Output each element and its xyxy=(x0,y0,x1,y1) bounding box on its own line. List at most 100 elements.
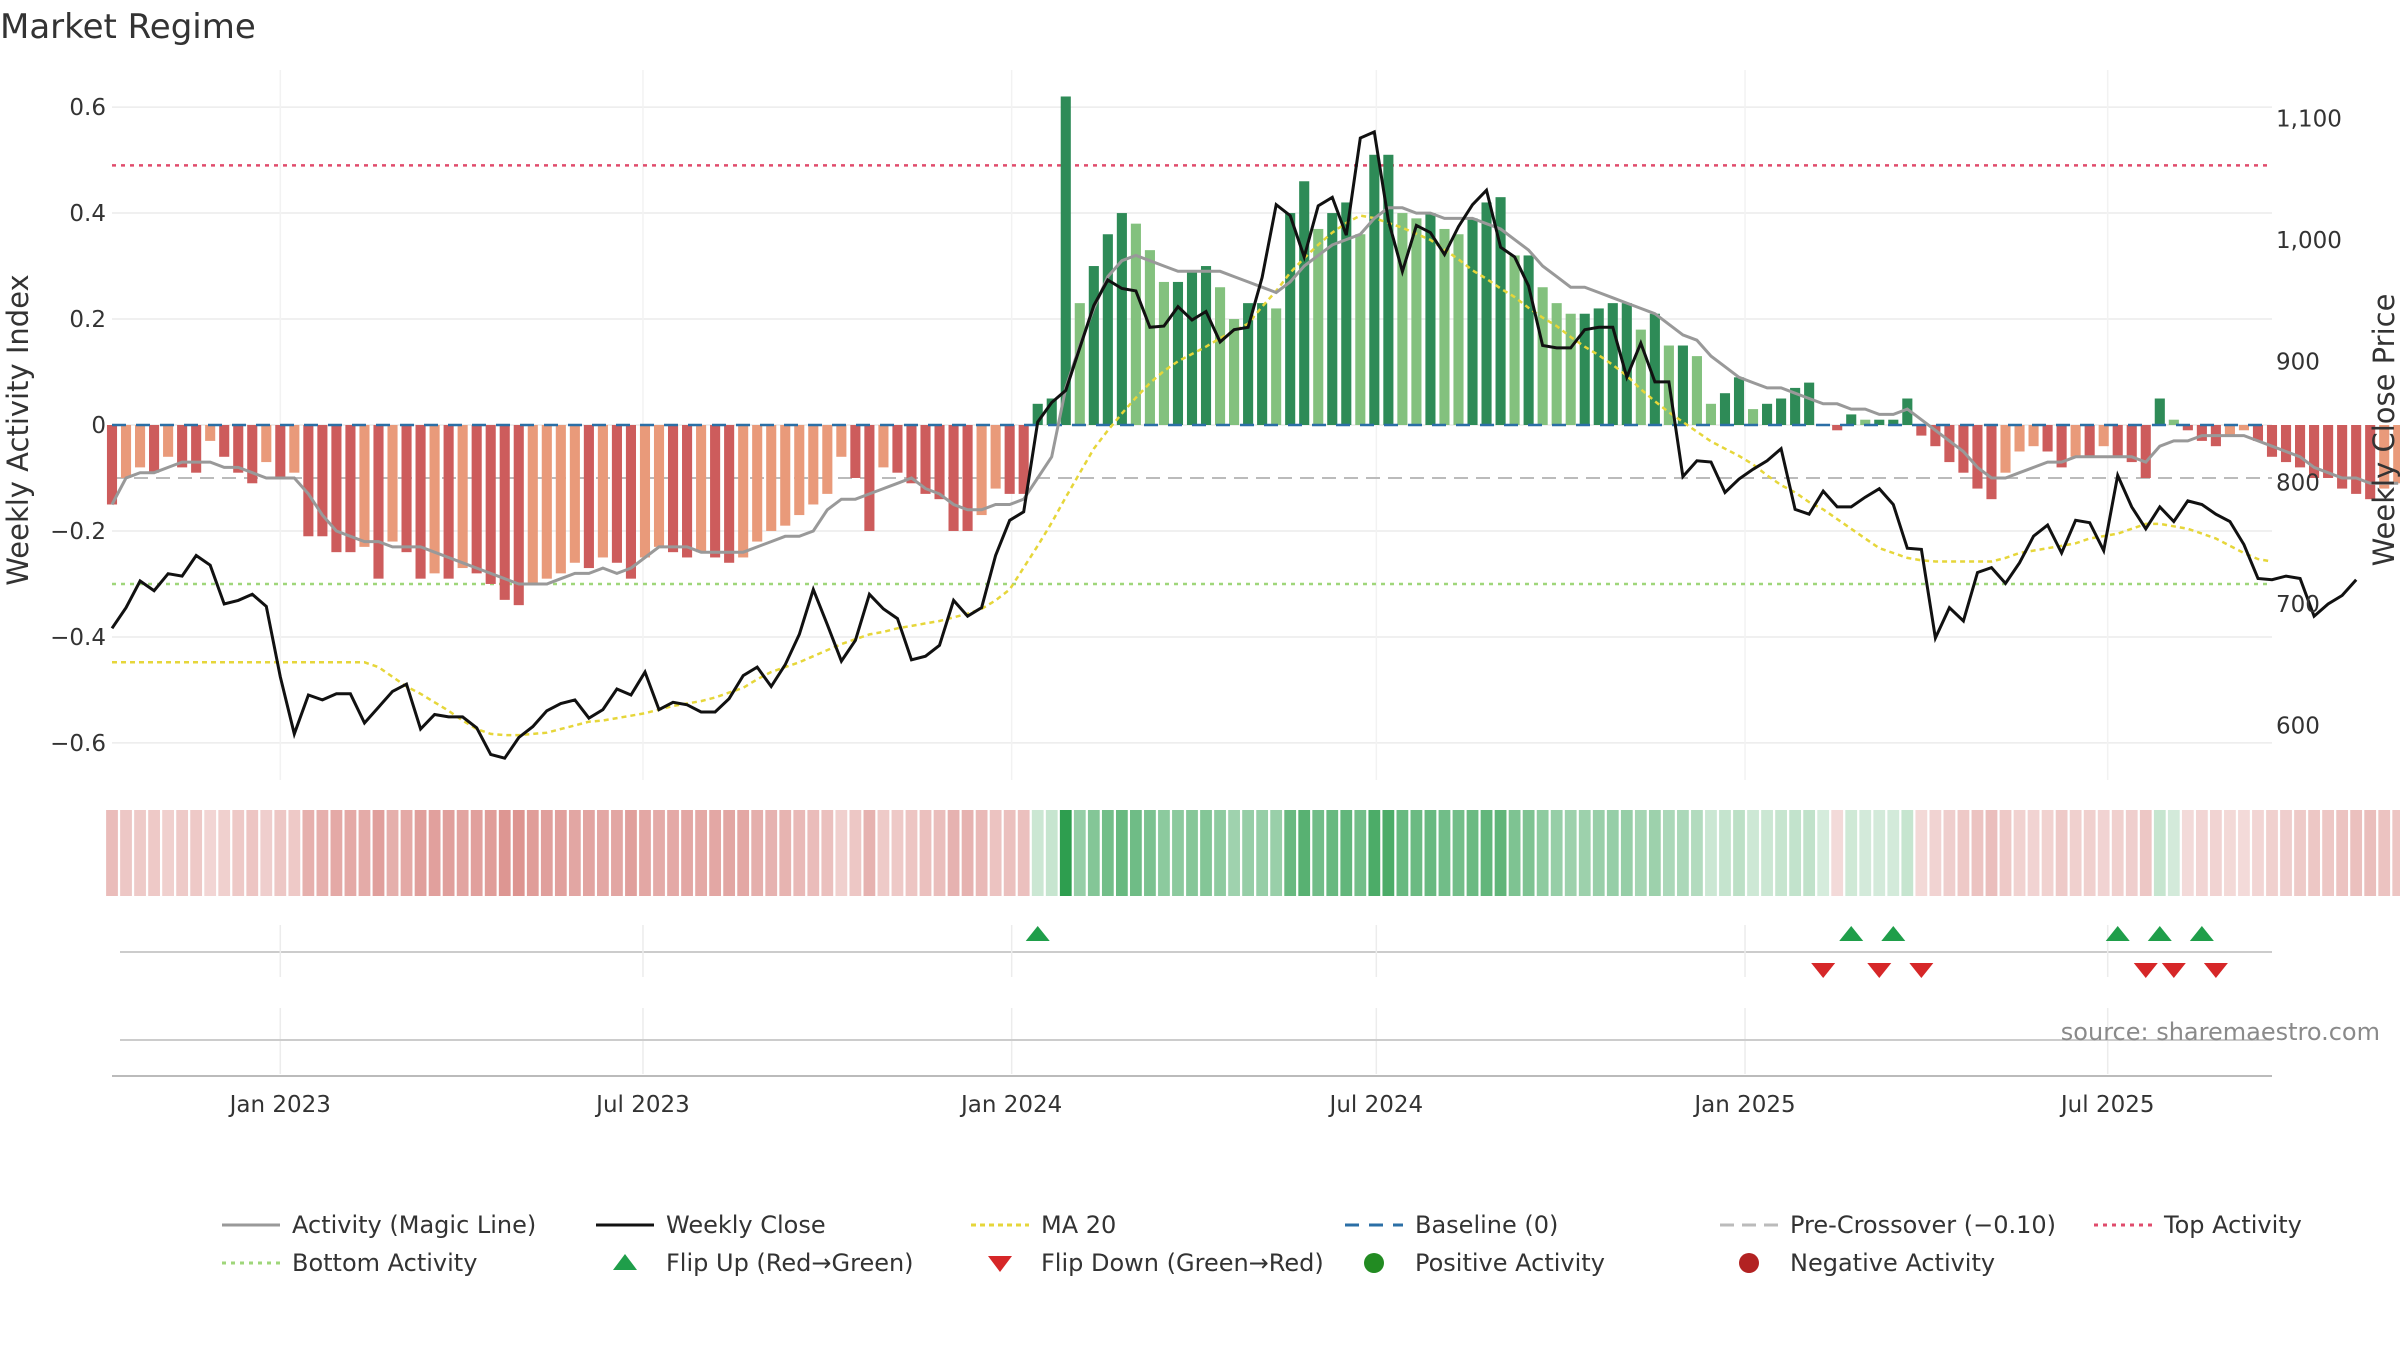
regime-strip xyxy=(106,810,2400,896)
activity-bar xyxy=(2182,425,2193,431)
regime-cell xyxy=(639,810,651,896)
activity-bar xyxy=(639,425,651,558)
regime-cell xyxy=(947,810,960,896)
regime-cell xyxy=(625,810,637,896)
regime-cell xyxy=(246,810,259,896)
regime-cell xyxy=(274,810,287,896)
legend-label: Baseline (0) xyxy=(1415,1211,1558,1239)
flip-up-marker xyxy=(2105,926,2130,941)
regime-cell xyxy=(989,810,1002,896)
activity-bar xyxy=(2365,425,2376,500)
regime-cell xyxy=(1368,810,1381,896)
activity-bar xyxy=(1846,414,1857,425)
regime-cell xyxy=(597,810,609,896)
activity-bar xyxy=(2056,425,2067,468)
regime-cell xyxy=(2280,810,2292,896)
activity-bar xyxy=(962,425,973,531)
activity-bar xyxy=(401,425,412,553)
regime-cell xyxy=(2238,810,2250,896)
regime-cell xyxy=(667,810,679,896)
flip-down-marker xyxy=(1867,963,1892,978)
activity-bar xyxy=(1271,308,1282,425)
legend-label: Weekly Close xyxy=(666,1211,826,1239)
regime-cell xyxy=(554,810,567,896)
activity-bar xyxy=(177,425,188,468)
activity-bar xyxy=(906,425,917,484)
regime-cell xyxy=(1480,810,1493,896)
regime-cell xyxy=(1733,810,1745,896)
activity-bar xyxy=(2337,425,2348,489)
activity-bar xyxy=(1565,313,1576,425)
activity-bar xyxy=(2238,425,2249,431)
regime-cell xyxy=(905,810,918,896)
x-tick-label: Jul 2024 xyxy=(1328,1092,1424,1118)
regime-cell xyxy=(2013,810,2026,896)
activity-bar xyxy=(527,425,538,584)
regime-cell xyxy=(2097,810,2110,896)
y-left-label: Weekly Activity Index xyxy=(1,274,35,585)
activity-bar xyxy=(1621,303,1632,425)
activity-bar xyxy=(120,425,132,478)
regime-cell xyxy=(793,810,806,896)
weekly-close-line xyxy=(110,129,2358,760)
y-left-tick-label: 0 xyxy=(91,413,106,439)
activity-bar xyxy=(1593,308,1604,425)
legend-label: Flip Up (Red→Green) xyxy=(666,1249,914,1277)
regime-cell xyxy=(1915,810,1928,896)
legend-label: Negative Activity xyxy=(1790,1249,1995,1277)
activity-bar xyxy=(878,425,889,468)
activity-bar xyxy=(135,425,146,468)
activity-bar xyxy=(1972,425,1983,489)
activity-bar xyxy=(303,425,314,537)
regime-cell xyxy=(2308,810,2320,896)
y-right-tick-label: 1,100 xyxy=(2276,107,2342,133)
regime-cell xyxy=(1396,810,1409,896)
activity-bar xyxy=(920,425,931,494)
y-left-tick-label: 0.6 xyxy=(69,95,106,121)
regime-cell xyxy=(1031,810,1044,896)
activity-bar xyxy=(2309,425,2320,478)
y-right-label: Weekly Close Price xyxy=(2367,294,2400,567)
x-axis: Jan 2023 Jul 2023 Jan 2024 Jul 2024 Jan 2025… xyxy=(112,1008,2272,1118)
regime-cell xyxy=(1971,810,1984,896)
legend-swatch xyxy=(613,1254,637,1270)
activity-bar xyxy=(2140,425,2151,478)
regime-cell xyxy=(1326,810,1339,896)
regime-cell xyxy=(2210,810,2222,896)
activity-bar xyxy=(2196,425,2207,441)
activity-bar xyxy=(1747,409,1759,425)
activity-bar xyxy=(1776,398,1787,425)
regime-cell xyxy=(1059,810,1072,896)
regime-cell xyxy=(1873,810,1886,896)
regime-cell xyxy=(2266,810,2278,896)
activity-bar xyxy=(163,425,174,457)
activity-bar xyxy=(1607,303,1618,425)
series-lines xyxy=(110,129,2399,760)
regime-cell xyxy=(176,810,189,896)
activity-bar xyxy=(2280,425,2292,463)
y-left-tick-label: 0.2 xyxy=(69,307,106,333)
activity-bar xyxy=(2070,425,2081,457)
regime-cell xyxy=(344,810,357,896)
legend-label: Activity (Magic Line) xyxy=(292,1211,536,1239)
regime-cell xyxy=(1438,810,1451,896)
legend-swatch xyxy=(1364,1253,1384,1273)
activity-bar xyxy=(1215,287,1226,425)
activity-bar xyxy=(373,425,384,579)
activity-bar xyxy=(1523,255,1534,425)
activity-bar xyxy=(1481,202,1492,425)
activity-bar xyxy=(1229,319,1240,425)
activity-bar xyxy=(1944,425,1955,463)
regime-cell xyxy=(1522,810,1535,896)
activity-bar xyxy=(1439,228,1450,425)
regime-cell xyxy=(2252,810,2264,896)
regime-cell xyxy=(1172,810,1184,896)
regime-cell xyxy=(1677,810,1689,896)
activity-bar xyxy=(990,425,1001,489)
activity-bar xyxy=(555,425,566,574)
regime-cell xyxy=(1354,810,1367,896)
activity-bar xyxy=(1930,425,1941,447)
regime-cell xyxy=(1214,810,1226,896)
regime-cell xyxy=(765,810,778,896)
x-tick-label: Jan 2025 xyxy=(1692,1092,1795,1118)
